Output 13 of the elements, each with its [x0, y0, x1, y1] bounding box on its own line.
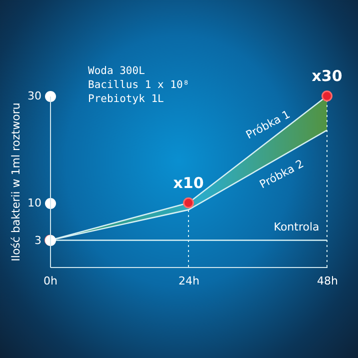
x-tick-label: 0h [44, 274, 58, 288]
y-tick-label: 30 [27, 90, 42, 102]
annotation: x10 [173, 174, 204, 192]
annotation: Prebiotyk 1L [88, 93, 164, 105]
text: Bacillus 1 x 10⁸ [88, 79, 190, 91]
y-tick-label: 10 [27, 196, 42, 210]
x-tick-label: 48h [317, 274, 338, 288]
y-tick-label: 3 [34, 234, 42, 247]
y-axis-title: Ilość bakterii w 1ml roztworu [9, 102, 22, 262]
text: Woda 300L [88, 65, 145, 77]
series-label: Kontrola [274, 220, 320, 234]
x-tick-label: 24h [178, 274, 200, 288]
annotation: x30 [312, 67, 342, 85]
